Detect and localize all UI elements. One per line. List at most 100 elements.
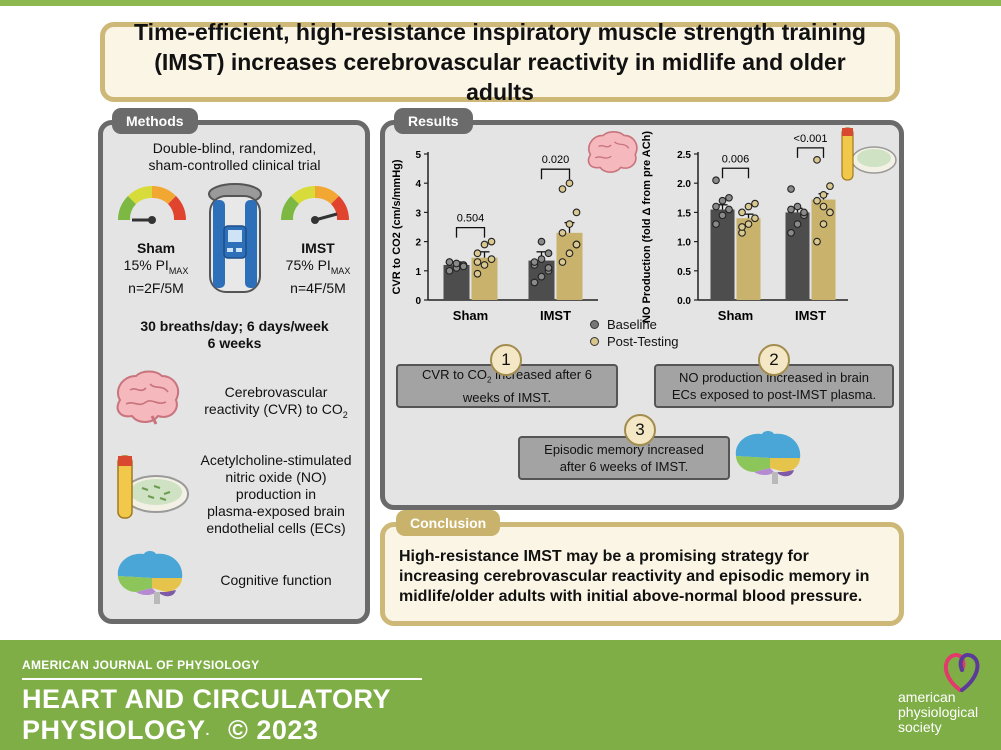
data-point <box>738 223 746 231</box>
sham-name: Sham <box>136 240 176 256</box>
data-point <box>712 220 720 228</box>
data-point <box>565 179 574 188</box>
protocol-line2: 6 weeks <box>207 335 262 351</box>
sham-gauge-icon <box>118 186 186 224</box>
data-point <box>725 205 733 214</box>
title-line1: Time-efficient, high-resistance inspirat… <box>134 19 866 45</box>
outcome2-line2: nitric oxide (NO) <box>225 469 327 485</box>
top-accent-bar <box>0 0 1001 6</box>
result-box-1: CVR to CO2 increased after 6 weeks of IM… <box>396 364 618 408</box>
y-tick-label: 1.0 <box>677 238 691 249</box>
box3-line1: Episodic memory increased <box>544 442 704 457</box>
data-point <box>787 185 795 193</box>
sham-n: n=2F/5M <box>128 279 184 296</box>
outcome1-line2: reactivity (CVR) to CO <box>204 401 343 417</box>
conclusion-line3: midlife/older adults with initial above-… <box>399 588 863 605</box>
p-value-label: <0.001 <box>794 133 828 145</box>
category-label: IMST <box>795 308 826 323</box>
cognitive-brain-icon <box>117 551 183 604</box>
tube-petri-icon <box>117 455 189 519</box>
data-point <box>738 208 746 217</box>
society-name: american physiological society <box>898 690 998 735</box>
data-point <box>819 191 828 199</box>
title-text: Time-efficient, high-resistance inspirat… <box>119 17 881 107</box>
outcome-cvr: Cerebrovascular reactivity (CVR) to CO2 <box>196 384 356 424</box>
category-label: Sham <box>718 308 753 323</box>
data-point <box>537 272 546 281</box>
imst-name: IMST <box>301 240 335 256</box>
result-number-1: 1 <box>490 344 522 376</box>
data-point <box>793 202 802 211</box>
journal-footer: AMERICAN JOURNAL OF PHYSIOLOGY HEART AND… <box>0 640 1001 750</box>
box2-line2: ECs exposed to post-IMST plasma. <box>671 387 877 402</box>
legend-post-label: Post-Testing <box>607 334 679 349</box>
y-tick-label: 0.0 <box>677 296 691 307</box>
data-point <box>793 220 802 228</box>
box1-rest: increased after 6 <box>491 367 592 383</box>
trial-line1: Double-blind, randomized, <box>152 140 317 156</box>
data-point <box>544 249 553 258</box>
y-tick-label: 5 <box>415 150 421 161</box>
results-brain-icon <box>587 131 638 173</box>
title-box: Time-efficient, high-resistance inspirat… <box>100 19 900 105</box>
conclusion-text: High-resistance IMST may be a promising … <box>399 547 899 607</box>
data-point <box>480 261 489 269</box>
box1-line2: weeks of IMST. <box>462 389 552 405</box>
data-point <box>530 278 539 287</box>
data-point <box>813 237 821 246</box>
data-point <box>473 249 482 258</box>
journal-line2-text: PHYSIOLOGY <box>22 715 206 745</box>
y-axis-label: NO Production (fold Δ from pre ACh) <box>641 131 653 323</box>
data-point <box>572 240 581 249</box>
society-line3: society <box>898 719 942 735</box>
y-axis-label: CVR to CO2 (cm/s/mmHg) <box>391 159 403 294</box>
p-value-label: 0.006 <box>722 153 750 165</box>
trial-line2: sham-controlled clinical trial <box>148 157 321 173</box>
journal-title-line1: HEART AND CIRCULATORY <box>22 684 391 714</box>
y-tick-label: 1 <box>415 267 421 278</box>
data-point <box>819 220 828 228</box>
legend-post: Post-Testing <box>590 333 679 350</box>
protocol-text: 30 breaths/day; 6 days/week 6 weeks <box>112 318 357 352</box>
data-point <box>787 228 795 237</box>
legend-baseline: Baseline <box>590 316 679 333</box>
result-box-2: NO production increased in brain ECs exp… <box>654 364 894 408</box>
society-line2: physiological <box>898 704 979 720</box>
data-point <box>537 255 546 263</box>
data-point <box>530 258 539 266</box>
data-point <box>712 176 720 185</box>
outcome-no: Acetylcholine-stimulated nitric oxide (N… <box>186 452 366 537</box>
memory-brain-icon <box>735 431 801 484</box>
p-value-label: 0.020 <box>542 154 570 166</box>
data-point <box>712 202 720 211</box>
significance-bracket <box>721 167 750 179</box>
y-tick-label: 2 <box>415 238 421 249</box>
conclusion-line1: High-resistance IMST may be a promising … <box>399 548 809 565</box>
data-point <box>751 199 759 208</box>
data-point <box>558 258 567 266</box>
data-point <box>445 266 454 275</box>
result-number-3: 3 <box>624 414 656 446</box>
data-point <box>537 237 546 246</box>
imst-gauge-icon <box>281 186 349 224</box>
significance-bracket <box>455 226 486 238</box>
brain-icon <box>116 370 180 425</box>
legend-post-dot-icon <box>590 337 599 346</box>
outcome2-line4: plasma-exposed brain <box>207 503 345 519</box>
sham-pct: 15% PI <box>123 257 169 273</box>
legend-baseline-dot-icon <box>590 320 599 329</box>
data-point <box>751 214 759 223</box>
data-point <box>473 269 482 278</box>
outcome2-line5: endothelial cells (ECs) <box>206 520 346 536</box>
data-point <box>813 155 821 164</box>
y-tick-label: 0.5 <box>677 267 691 278</box>
data-point <box>813 196 821 205</box>
imst-device-icon <box>208 183 262 293</box>
data-point <box>744 220 753 228</box>
footer-divider <box>22 678 422 680</box>
chart-legend: Baseline Post-Testing <box>590 316 679 350</box>
protocol-line1: 30 breaths/day; 6 days/week <box>140 318 329 334</box>
y-tick-label: 2.0 <box>677 179 691 190</box>
data-point <box>480 240 489 249</box>
cvr-chart: 0 1 2 3 4 5 CVR to CO2 (cm/s/mmHg) Sham 0.504 IMS… <box>391 150 598 323</box>
